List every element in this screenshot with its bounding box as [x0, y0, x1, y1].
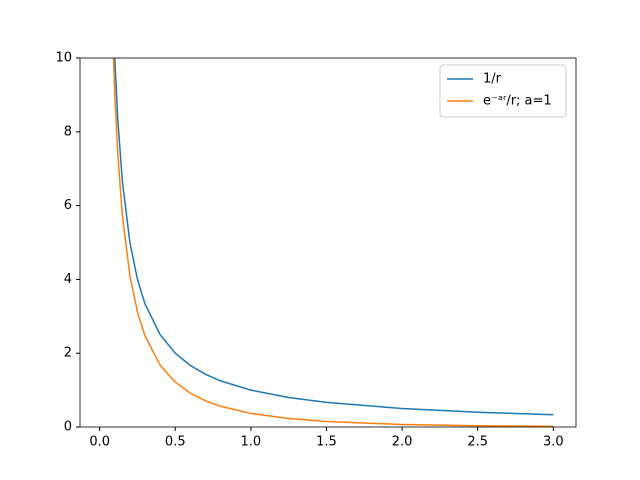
y-tick-label: 10 — [55, 51, 72, 66]
legend-box — [439, 64, 567, 118]
legend-label: e⁻ᵃʳ/r; a=1 — [483, 94, 552, 109]
line — [112, 58, 554, 427]
legend-label: 1/r — [483, 72, 502, 87]
x-tick-label: 2.0 — [392, 435, 413, 450]
y-tick-label: 4 — [64, 272, 72, 287]
x-tick-label: 3.0 — [543, 435, 564, 450]
x-tick-label: 0.5 — [165, 435, 186, 450]
y-tick-label: 2 — [64, 346, 72, 361]
plot-area — [112, 58, 554, 427]
axes-frame — [79, 57, 577, 428]
y-tick-label: 0 — [64, 420, 72, 435]
x-tick-label: 1.0 — [241, 435, 262, 450]
x-tick-label: 1.5 — [316, 435, 337, 450]
x-tick-label: 0.0 — [89, 435, 110, 450]
y-tick-label: 6 — [64, 198, 72, 213]
x-tick-label: 2.5 — [467, 435, 488, 450]
y-tick-label: 8 — [64, 124, 72, 139]
line — [114, 58, 554, 416]
